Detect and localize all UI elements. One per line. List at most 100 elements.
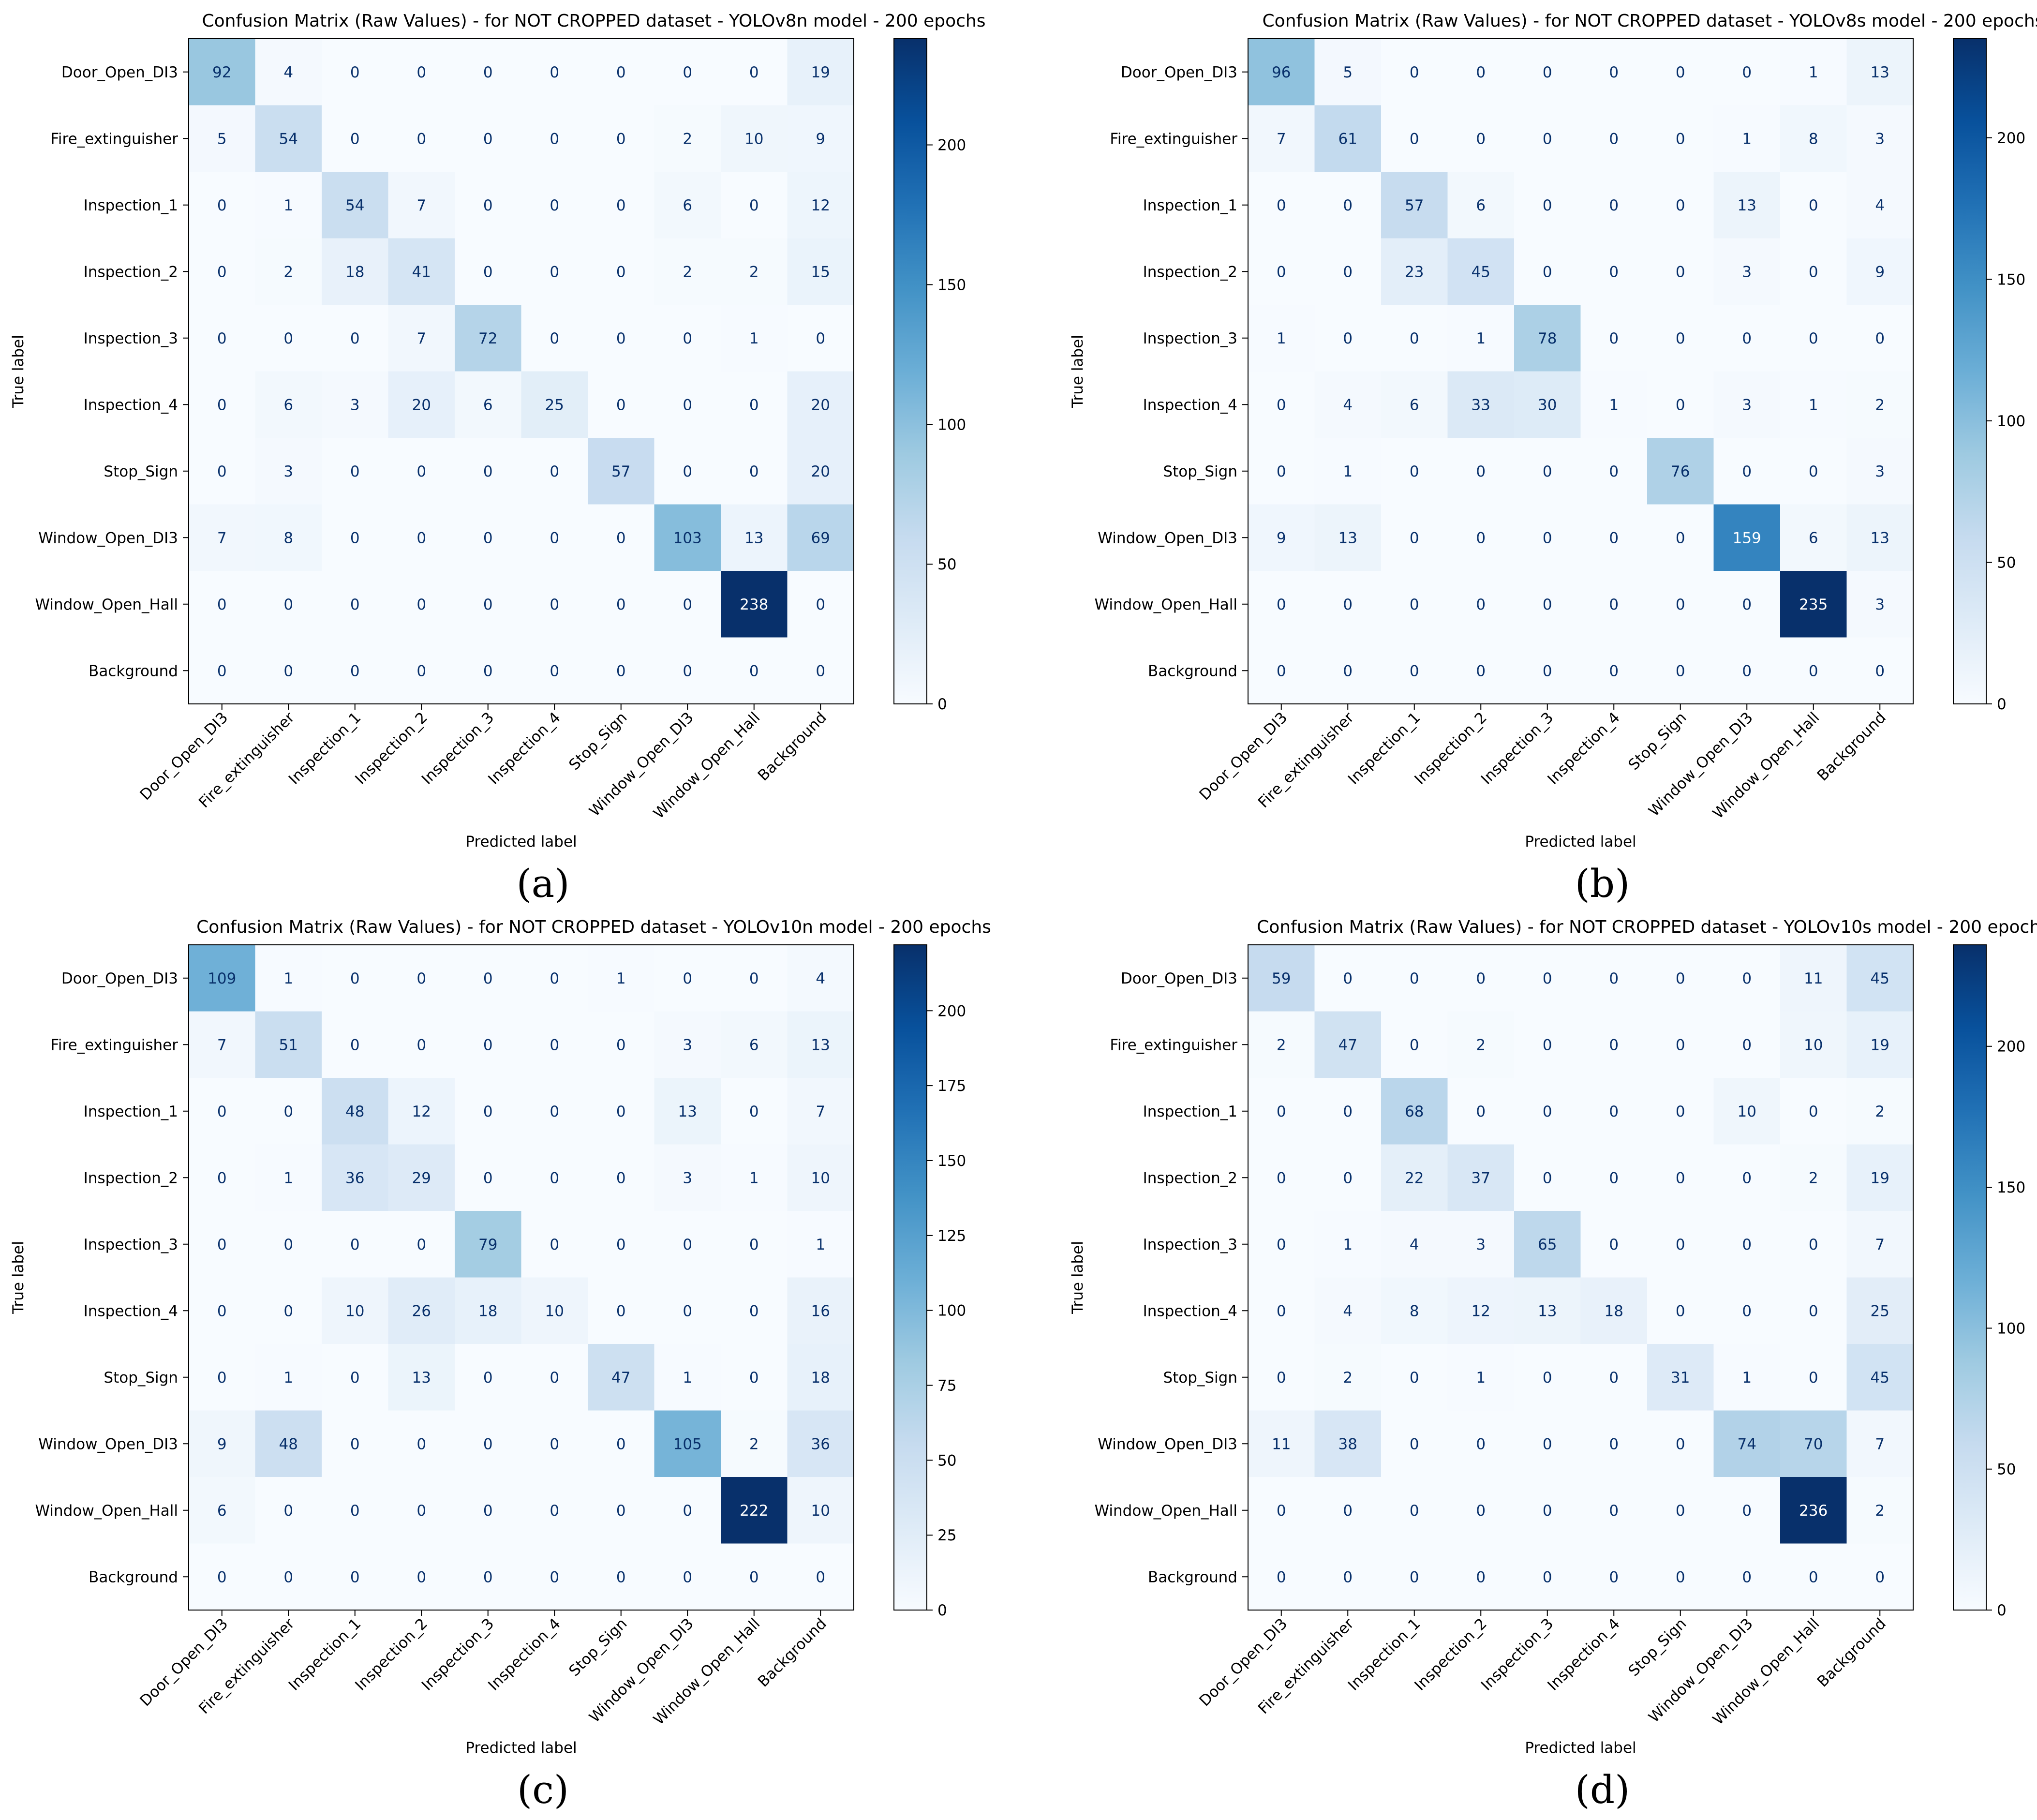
- matrix-cell: [1514, 571, 1581, 638]
- cell-value: 0: [1609, 1103, 1619, 1120]
- cell-value: 0: [1742, 1236, 1752, 1253]
- cell-value: 0: [550, 263, 559, 281]
- matrix-cell: [1846, 1011, 1914, 1078]
- cell-value: 0: [1609, 1369, 1619, 1387]
- cell-value: 0: [1742, 1036, 1752, 1054]
- matrix-cell: [1381, 1477, 1448, 1544]
- cell-value: 0: [749, 1103, 759, 1120]
- y-tick-label: Inspection_2: [1143, 1169, 1237, 1187]
- cell-value: 105: [673, 1435, 702, 1453]
- matrix-cell: [1780, 1543, 1847, 1611]
- matrix-cell: [1846, 1477, 1914, 1544]
- matrix-cell: [322, 305, 388, 372]
- matrix-cell: [721, 305, 788, 372]
- matrix-cell: [1248, 1011, 1315, 1078]
- matrix-cell: [455, 238, 521, 305]
- cell-value: 0: [550, 130, 559, 148]
- cell-value: 0: [1676, 1103, 1685, 1120]
- matrix-cell: [255, 571, 322, 638]
- cell-value: 0: [1742, 463, 1752, 480]
- matrix-cell: [1514, 39, 1581, 105]
- cell-value: 0: [1676, 529, 1685, 547]
- cell-value: 0: [816, 330, 825, 347]
- matrix-cell: [1381, 1078, 1448, 1145]
- colorbar-tick-label: 50: [937, 1452, 956, 1469]
- matrix-cell: [1580, 1211, 1648, 1278]
- matrix-cell: [1647, 1144, 1714, 1211]
- matrix-cell: [654, 1543, 721, 1611]
- cell-value: 0: [416, 1036, 426, 1054]
- cell-value: 1: [1476, 1369, 1486, 1387]
- matrix-cell: [1447, 504, 1515, 571]
- matrix-cell: [388, 1344, 455, 1411]
- matrix-cell: [255, 1277, 322, 1344]
- matrix-cell: [1780, 438, 1847, 505]
- cell-value: 0: [217, 463, 227, 480]
- cell-value: 0: [616, 1302, 626, 1320]
- matrix-cell: [322, 438, 388, 505]
- cell-value: 2: [1875, 1103, 1885, 1120]
- cell-value: 0: [416, 463, 426, 480]
- y-tick-label: Window_Open_Hall: [35, 1502, 178, 1520]
- matrix-cell: [1580, 172, 1648, 239]
- cell-value: 0: [217, 662, 227, 680]
- y-tick-label: Inspection_4: [1143, 1302, 1237, 1320]
- cell-value: 0: [350, 970, 360, 987]
- matrix-cell: [588, 1078, 654, 1145]
- cell-value: 0: [217, 1568, 227, 1586]
- matrix-cell: [1780, 1144, 1847, 1211]
- colorbar-tick-label: 50: [937, 556, 956, 573]
- colorbar-tick-label: 200: [937, 1002, 966, 1020]
- cell-value: 0: [483, 529, 493, 547]
- y-axis-label: True label: [1069, 1241, 1086, 1314]
- cell-value: 0: [416, 1502, 426, 1520]
- cell-value: 79: [478, 1236, 497, 1253]
- cell-value: 6: [217, 1502, 227, 1520]
- y-tick-label: Window_Open_DI3: [1098, 529, 1237, 547]
- cell-value: 0: [749, 1236, 759, 1253]
- caption-b: (b): [1575, 861, 1630, 906]
- cell-value: 1: [616, 970, 626, 987]
- matrix-cell: [189, 371, 255, 438]
- matrix-cell: [1248, 371, 1315, 438]
- matrix-cell: [521, 1211, 588, 1278]
- matrix-cell: [322, 1410, 388, 1477]
- cell-value: 0: [749, 396, 759, 414]
- cell-value: 10: [811, 1169, 830, 1187]
- matrix-cell: [654, 571, 721, 638]
- matrix-cell: [189, 1410, 255, 1477]
- cell-value: 0: [1343, 662, 1353, 680]
- cell-value: 0: [616, 330, 626, 347]
- matrix-cell: [1514, 1344, 1581, 1411]
- cell-value: 0: [683, 1236, 692, 1253]
- matrix-cell: [1580, 39, 1648, 105]
- matrix-cell: [322, 1477, 388, 1544]
- cell-value: 33: [1472, 396, 1490, 414]
- cell-value: 4: [1875, 197, 1885, 214]
- cell-value: 0: [350, 596, 360, 613]
- cell-value: 0: [1609, 1435, 1619, 1453]
- matrix-cell: [189, 172, 255, 239]
- cell-value: 22: [1405, 1169, 1424, 1187]
- colorbar-tick-label: 75: [937, 1377, 956, 1394]
- cell-value: 0: [1809, 1103, 1818, 1120]
- cell-value: 0: [416, 596, 426, 613]
- matrix-cell: [189, 504, 255, 571]
- cell-value: 0: [1676, 396, 1685, 414]
- matrix-cell: [588, 438, 654, 505]
- cell-value: 37: [1472, 1169, 1490, 1187]
- caption-c: (c): [517, 1767, 569, 1812]
- cell-value: 0: [1476, 1502, 1486, 1520]
- matrix-cell: [189, 945, 255, 1012]
- cell-value: 36: [811, 1435, 830, 1453]
- cell-value: 0: [1410, 1568, 1419, 1586]
- matrix-cell: [654, 1211, 721, 1278]
- cell-value: 4: [1343, 1302, 1353, 1320]
- matrix-cell: [654, 1277, 721, 1344]
- cell-value: 13: [811, 1036, 830, 1054]
- cell-value: 0: [1609, 263, 1619, 281]
- cell-value: 0: [1676, 662, 1685, 680]
- axes-frame: [188, 944, 854, 1611]
- matrix-cell: [1381, 945, 1448, 1012]
- cell-value: 13: [1538, 1302, 1557, 1320]
